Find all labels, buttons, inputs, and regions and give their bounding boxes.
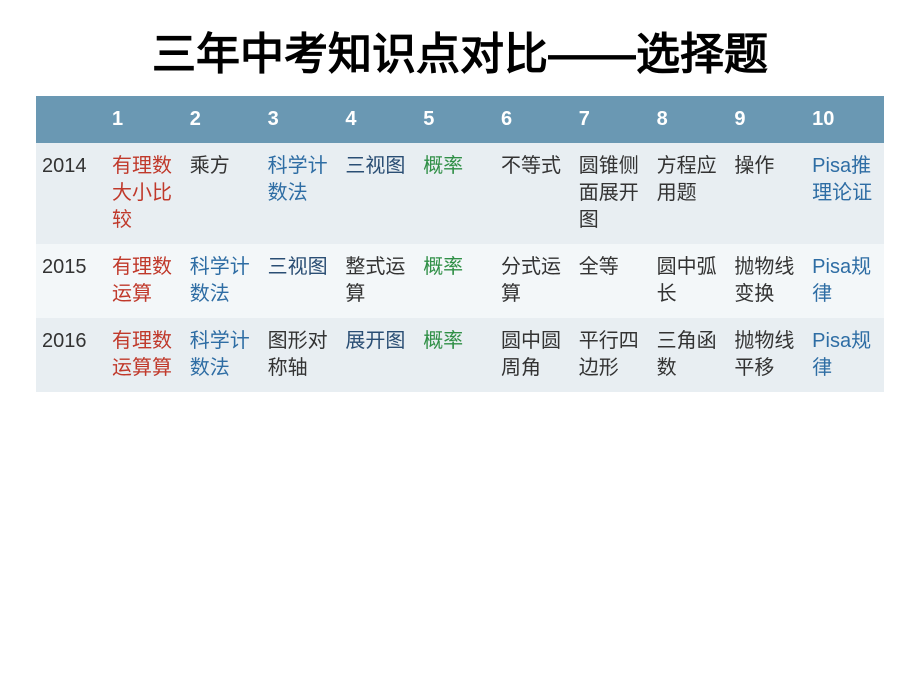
cell: 三角函数 — [651, 318, 729, 392]
header-col-8: 8 — [651, 96, 729, 143]
cell: 圆锥侧面展开图 — [573, 143, 651, 244]
table-row: 2015 有理数运算 科学计数法 三视图 整式运算 概率 分式运算 全等 圆中弧… — [36, 244, 884, 318]
cell: 抛物线平移 — [728, 318, 806, 392]
header-col-5: 5 — [417, 96, 495, 143]
cell-text: 三视图 — [345, 155, 405, 177]
cell-text: 三视图 — [268, 256, 328, 278]
cell: 圆中圆周角 — [495, 318, 573, 392]
header-col-4: 4 — [339, 96, 417, 143]
year-cell: 2016 — [36, 318, 106, 392]
cell-text: 不等式 — [501, 155, 561, 177]
cell: 概率 — [417, 143, 495, 244]
cell-text: 全等 — [579, 256, 619, 278]
cell-text: 圆中弧长 — [657, 256, 717, 305]
cell: 科学计数法 — [262, 143, 340, 244]
cell: 有理数运算 — [106, 244, 184, 318]
table-row: 2014 有理数大小比较 乘方 科学计数法 三视图 概率 不等式 圆锥侧面展开图… — [36, 143, 884, 244]
cell-text: 概率 — [423, 330, 463, 352]
cell: 展开图 — [339, 318, 417, 392]
cell-text: 乘方 — [190, 155, 230, 177]
cell-text: Pisa规律 — [812, 330, 871, 379]
cell: 乘方 — [184, 143, 262, 244]
cell: 三视图 — [262, 244, 340, 318]
cell: 三视图 — [339, 143, 417, 244]
cell-text: 圆锥侧面展开图 — [579, 155, 639, 231]
cell: 全等 — [573, 244, 651, 318]
cell: 不等式 — [495, 143, 573, 244]
header-col-2: 2 — [184, 96, 262, 143]
comparison-table: 1 2 3 4 5 6 7 8 9 10 2014 有理数大小比较 乘方 科学计… — [36, 96, 884, 392]
cell: 概率 — [417, 318, 495, 392]
cell-text: 概率 — [423, 155, 463, 177]
cell-text: 整式运算 — [345, 256, 405, 305]
cell-text: 科学计数法 — [190, 330, 250, 379]
cell-text: 有理数大小比较 — [112, 155, 172, 231]
cell-text: Pisa推理论证 — [812, 155, 872, 204]
cell: 概率 — [417, 244, 495, 318]
year-cell: 2015 — [36, 244, 106, 318]
cell-text: 抛物线变换 — [734, 256, 794, 305]
cell-text: 展开图 — [345, 330, 405, 352]
header-col-9: 9 — [728, 96, 806, 143]
header-col-3: 3 — [262, 96, 340, 143]
cell: 科学计数法 — [184, 244, 262, 318]
cell: 抛物线变换 — [728, 244, 806, 318]
cell: 操作 — [728, 143, 806, 244]
cell: Pisa规律 — [806, 318, 884, 392]
cell: 科学计数法 — [184, 318, 262, 392]
cell: 整式运算 — [339, 244, 417, 318]
cell-text: Pisa规律 — [812, 256, 871, 305]
cell-text: 圆中圆周角 — [501, 330, 561, 379]
cell: 有理数大小比较 — [106, 143, 184, 244]
header-col-1: 1 — [106, 96, 184, 143]
cell-text: 有理数运算 — [112, 256, 172, 305]
cell-text: 平行四边形 — [579, 330, 639, 379]
header-blank — [36, 96, 106, 143]
cell-text: 图形对称轴 — [268, 330, 328, 379]
cell-text: 科学计数法 — [268, 155, 328, 204]
cell-text: 有理数运算算 — [112, 330, 172, 379]
cell-text: 分式运算 — [501, 256, 561, 305]
year-cell: 2014 — [36, 143, 106, 244]
cell: 平行四边形 — [573, 318, 651, 392]
page-title: 三年中考知识点对比——选择题 — [0, 0, 920, 96]
cell: Pisa规律 — [806, 244, 884, 318]
cell-text: 科学计数法 — [190, 256, 250, 305]
cell: 分式运算 — [495, 244, 573, 318]
header-col-6: 6 — [495, 96, 573, 143]
cell-text: 方程应用题 — [657, 155, 717, 204]
cell: 图形对称轴 — [262, 318, 340, 392]
cell: 圆中弧长 — [651, 244, 729, 318]
header-col-7: 7 — [573, 96, 651, 143]
table-header-row: 1 2 3 4 5 6 7 8 9 10 — [36, 96, 884, 143]
cell-text: 操作 — [734, 155, 774, 177]
cell: Pisa推理论证 — [806, 143, 884, 244]
header-col-10: 10 — [806, 96, 884, 143]
cell: 方程应用题 — [651, 143, 729, 244]
cell: 有理数运算算 — [106, 318, 184, 392]
cell-text: 抛物线平移 — [734, 330, 794, 379]
cell-text: 概率 — [423, 256, 463, 278]
cell-text: 三角函数 — [657, 330, 717, 379]
table-row: 2016 有理数运算算 科学计数法 图形对称轴 展开图 概率 圆中圆周角 平行四… — [36, 318, 884, 392]
table-container: 1 2 3 4 5 6 7 8 9 10 2014 有理数大小比较 乘方 科学计… — [0, 96, 920, 392]
